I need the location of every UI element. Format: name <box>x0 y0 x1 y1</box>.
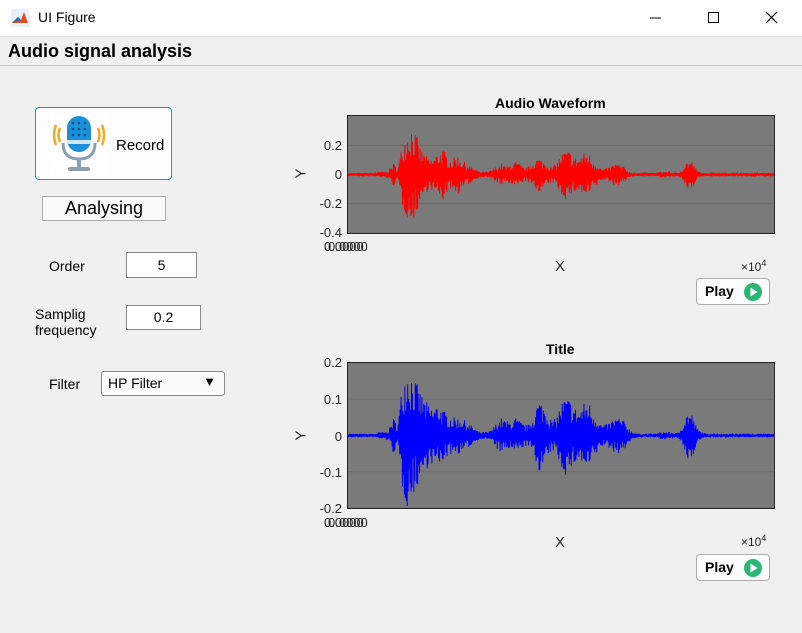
y-axis-label: Y <box>292 430 310 441</box>
x-tick: 0.0000 <box>324 515 364 530</box>
waveform-plot <box>348 134 774 233</box>
order-label: Order <box>49 258 85 274</box>
chart-title: Audio Waveform <box>495 95 606 111</box>
x-axis-label: X <box>555 534 566 551</box>
y-tick: -0.4 <box>319 225 342 240</box>
microphone-icon <box>50 113 108 175</box>
filter-dropdown[interactable]: HP Filter ▼ <box>101 371 225 396</box>
play-button-waveform[interactable]: Play <box>696 278 770 305</box>
play-label: Play <box>705 559 734 575</box>
filter-label: Filter <box>49 376 81 392</box>
play-label: Play <box>705 283 734 299</box>
plot-area <box>347 362 775 509</box>
record-button[interactable]: Record <box>35 107 172 180</box>
signal-series-line <box>348 382 774 507</box>
panel-header: Audio signal analysis <box>0 37 802 66</box>
sampling-label-line2: frequency <box>35 322 97 338</box>
y-axis-label: Y <box>292 168 310 179</box>
close-button[interactable] <box>743 0 801 36</box>
y-tick: -0.2 <box>319 196 342 211</box>
close-icon <box>765 11 778 24</box>
window-titlebar: UI Figure <box>0 0 802 37</box>
y-tick: 0.2 <box>323 355 342 370</box>
x-exponent-label: ×104 <box>741 258 767 274</box>
minimize-icon <box>650 17 661 19</box>
y-tick: -0.2 <box>319 501 342 516</box>
x-tick: 0.0000 <box>324 239 364 254</box>
window-title: UI Figure <box>38 9 96 25</box>
chart-title: Title <box>546 341 575 357</box>
y-tick: 0.2 <box>323 138 342 153</box>
panel-title: Audio signal analysis <box>8 41 193 61</box>
x-tick: 0.0000 <box>328 239 368 254</box>
x-exponent-label: ×104 <box>741 533 767 549</box>
filtered-plot <box>348 363 774 508</box>
chevron-down-icon: ▼ <box>203 374 216 389</box>
sampling-label-line1: Samplig <box>35 306 86 322</box>
status-label: Analysing <box>42 196 166 221</box>
sampling-frequency-field[interactable]: 0.2 <box>126 305 201 330</box>
minimize-button[interactable] <box>627 0 685 36</box>
play-icon <box>744 283 762 301</box>
play-icon <box>744 559 762 577</box>
order-field[interactable]: 5 <box>126 252 197 278</box>
play-button-filtered[interactable]: Play <box>696 554 770 581</box>
x-axis-label: X <box>555 258 566 275</box>
plot-area <box>347 115 775 234</box>
y-tick: 0 <box>334 429 342 444</box>
maximize-button[interactable] <box>685 0 743 36</box>
signal-series-line <box>348 134 774 218</box>
y-tick: 0.1 <box>323 392 342 407</box>
record-label: Record <box>116 137 165 154</box>
x-tick: 0.0000 <box>328 515 368 530</box>
y-tick: 0 <box>334 167 342 182</box>
y-tick: -0.1 <box>319 465 342 480</box>
maximize-icon <box>708 12 719 23</box>
matlab-icon <box>11 9 29 27</box>
filter-dropdown-value: HP Filter <box>108 375 163 391</box>
